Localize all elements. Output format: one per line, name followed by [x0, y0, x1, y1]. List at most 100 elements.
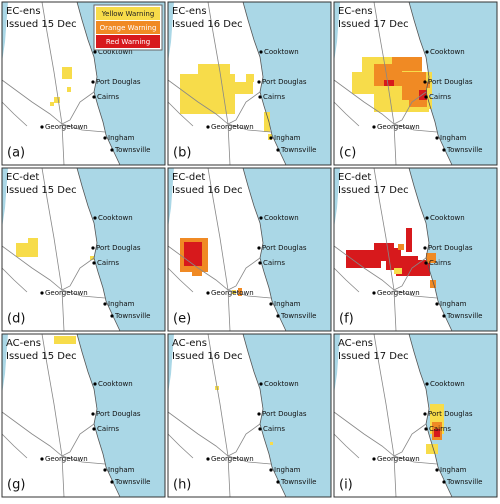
warning-area	[409, 97, 427, 107]
city-label: Townsville	[114, 146, 150, 154]
panel-label: (g)	[7, 478, 25, 493]
panel-label: (e)	[173, 312, 191, 327]
city-marker	[423, 246, 427, 250]
panel-issued: Issued 16 Dec	[172, 185, 243, 196]
warning-area	[346, 250, 381, 268]
city-marker	[93, 382, 97, 386]
city-label: Cairns	[263, 93, 285, 101]
legend-swatch	[96, 35, 160, 48]
gulf	[168, 334, 174, 394]
panel-issued: Issued 15 Dec	[6, 185, 77, 196]
warning-area	[62, 67, 72, 79]
gulf	[334, 2, 340, 62]
city-label: Port Douglas	[96, 78, 141, 86]
city-marker	[276, 148, 280, 152]
city-label: Ingham	[108, 300, 135, 308]
warning-area	[90, 256, 94, 260]
legend-label: Red Warning	[106, 38, 150, 46]
state-border	[333, 79, 395, 125]
city-label: Ingham	[440, 134, 467, 142]
state-border	[167, 433, 194, 459]
state-border	[207, 1, 231, 166]
city-label: Cairns	[429, 93, 451, 101]
panel-model: EC-det	[338, 172, 371, 183]
state-border	[373, 167, 397, 332]
panel-issued: Issued 15 Dec	[6, 19, 77, 30]
state-border	[61, 289, 106, 299]
state-border	[1, 267, 28, 293]
city-label: Ingham	[274, 134, 301, 142]
legend-label: Orange Warning	[100, 24, 157, 32]
state-border	[333, 411, 395, 457]
city-label: Cairns	[97, 93, 119, 101]
state-border	[61, 123, 106, 133]
panel-issued: Issued 15 Dec	[6, 351, 77, 362]
state-border	[167, 101, 194, 127]
city-marker	[206, 291, 210, 295]
city-marker	[206, 457, 210, 461]
warning-area	[434, 429, 440, 437]
city-label: Georgetown	[211, 123, 254, 131]
city-marker	[110, 480, 114, 484]
city-marker	[91, 246, 95, 250]
warning-area	[28, 238, 38, 244]
state-border	[1, 411, 63, 457]
city-label: Port Douglas	[428, 78, 473, 86]
city-marker	[259, 382, 263, 386]
panel-label: (d)	[7, 312, 25, 327]
city-marker	[269, 468, 273, 472]
state-border	[41, 1, 65, 166]
city-marker	[442, 480, 446, 484]
state-border	[227, 123, 272, 133]
warning-area	[270, 442, 273, 445]
panel-issued: Issued 16 Dec	[172, 351, 243, 362]
state-border	[393, 257, 427, 291]
panel-frame	[333, 1, 498, 166]
ocean	[409, 168, 497, 331]
city-label: Townsville	[114, 478, 150, 486]
city-label: Cooktown	[430, 380, 465, 388]
city-marker	[91, 412, 95, 416]
city-marker	[276, 314, 280, 318]
state-border	[333, 245, 395, 291]
legend-swatch	[96, 7, 160, 20]
legend-swatch	[96, 21, 160, 34]
city-label: Ingham	[274, 466, 301, 474]
warning-area	[54, 336, 76, 344]
ocean	[77, 168, 165, 331]
city-marker	[372, 125, 376, 129]
warning-area	[430, 280, 436, 288]
city-marker	[424, 95, 428, 99]
city-marker	[258, 427, 262, 431]
warning-area	[264, 112, 270, 132]
state-border	[1, 245, 63, 291]
state-border	[167, 79, 229, 125]
city-marker	[258, 95, 262, 99]
city-label: Ingham	[440, 300, 467, 308]
city-label: Townsville	[280, 312, 316, 320]
state-border	[393, 289, 438, 299]
city-label: Townsville	[446, 312, 482, 320]
warning-area	[384, 80, 394, 86]
city-label: Cooktown	[430, 214, 465, 222]
gulf	[2, 168, 8, 228]
panel-model: AC-ens	[338, 338, 373, 349]
city-marker	[92, 427, 96, 431]
city-label: Georgetown	[377, 289, 420, 297]
city-label: Townsville	[446, 146, 482, 154]
city-marker	[92, 261, 96, 265]
city-label: Cairns	[429, 259, 451, 267]
city-marker	[259, 216, 263, 220]
panel-label: (b)	[173, 146, 191, 161]
city-label: Port Douglas	[262, 244, 307, 252]
city-marker	[40, 291, 44, 295]
city-marker	[93, 216, 97, 220]
city-label: Cooktown	[98, 214, 133, 222]
panel-issued: Issued 17 Dec	[338, 185, 409, 196]
warning-area	[406, 228, 412, 252]
city-label: Cairns	[263, 259, 285, 267]
city-marker	[442, 148, 446, 152]
city-marker	[425, 382, 429, 386]
panel-model: EC-ens	[6, 6, 41, 17]
